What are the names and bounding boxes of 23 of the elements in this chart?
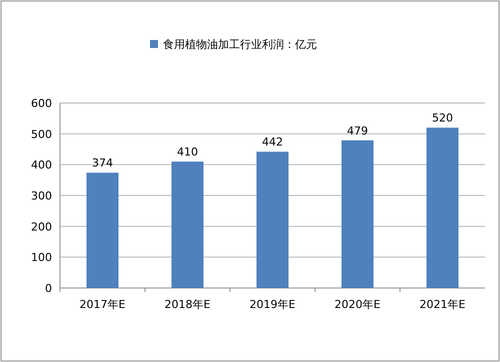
y-tick-label: 600 [31,97,52,110]
y-tick-label: 100 [31,251,52,264]
y-tick-label: 400 [31,158,52,172]
y-tick-label: 300 [31,190,52,202]
bar [426,128,458,288]
data-label: 520 [432,112,453,125]
data-label: 410 [177,146,198,159]
x-tick-label: 2021年E [420,298,466,311]
data-label: 442 [262,136,283,149]
x-tick-label: 2019年E [250,298,296,311]
y-tick-label: 200 [31,220,52,234]
bar [342,140,374,288]
y-tick-label: 500 [31,128,52,141]
y-tick-label: 0 [45,282,52,295]
x-tick-label: 2018年E [164,298,211,311]
x-tick-label: 2020年E [334,298,381,311]
legend-label: 食用植物油加工行业利润：亿元 [163,38,317,51]
bar [86,172,118,288]
x-tick-label: 2017年E [80,298,126,311]
data-label: 479 [347,124,368,138]
bar [172,162,204,288]
data-label: 374 [92,156,113,170]
bar [256,152,288,288]
